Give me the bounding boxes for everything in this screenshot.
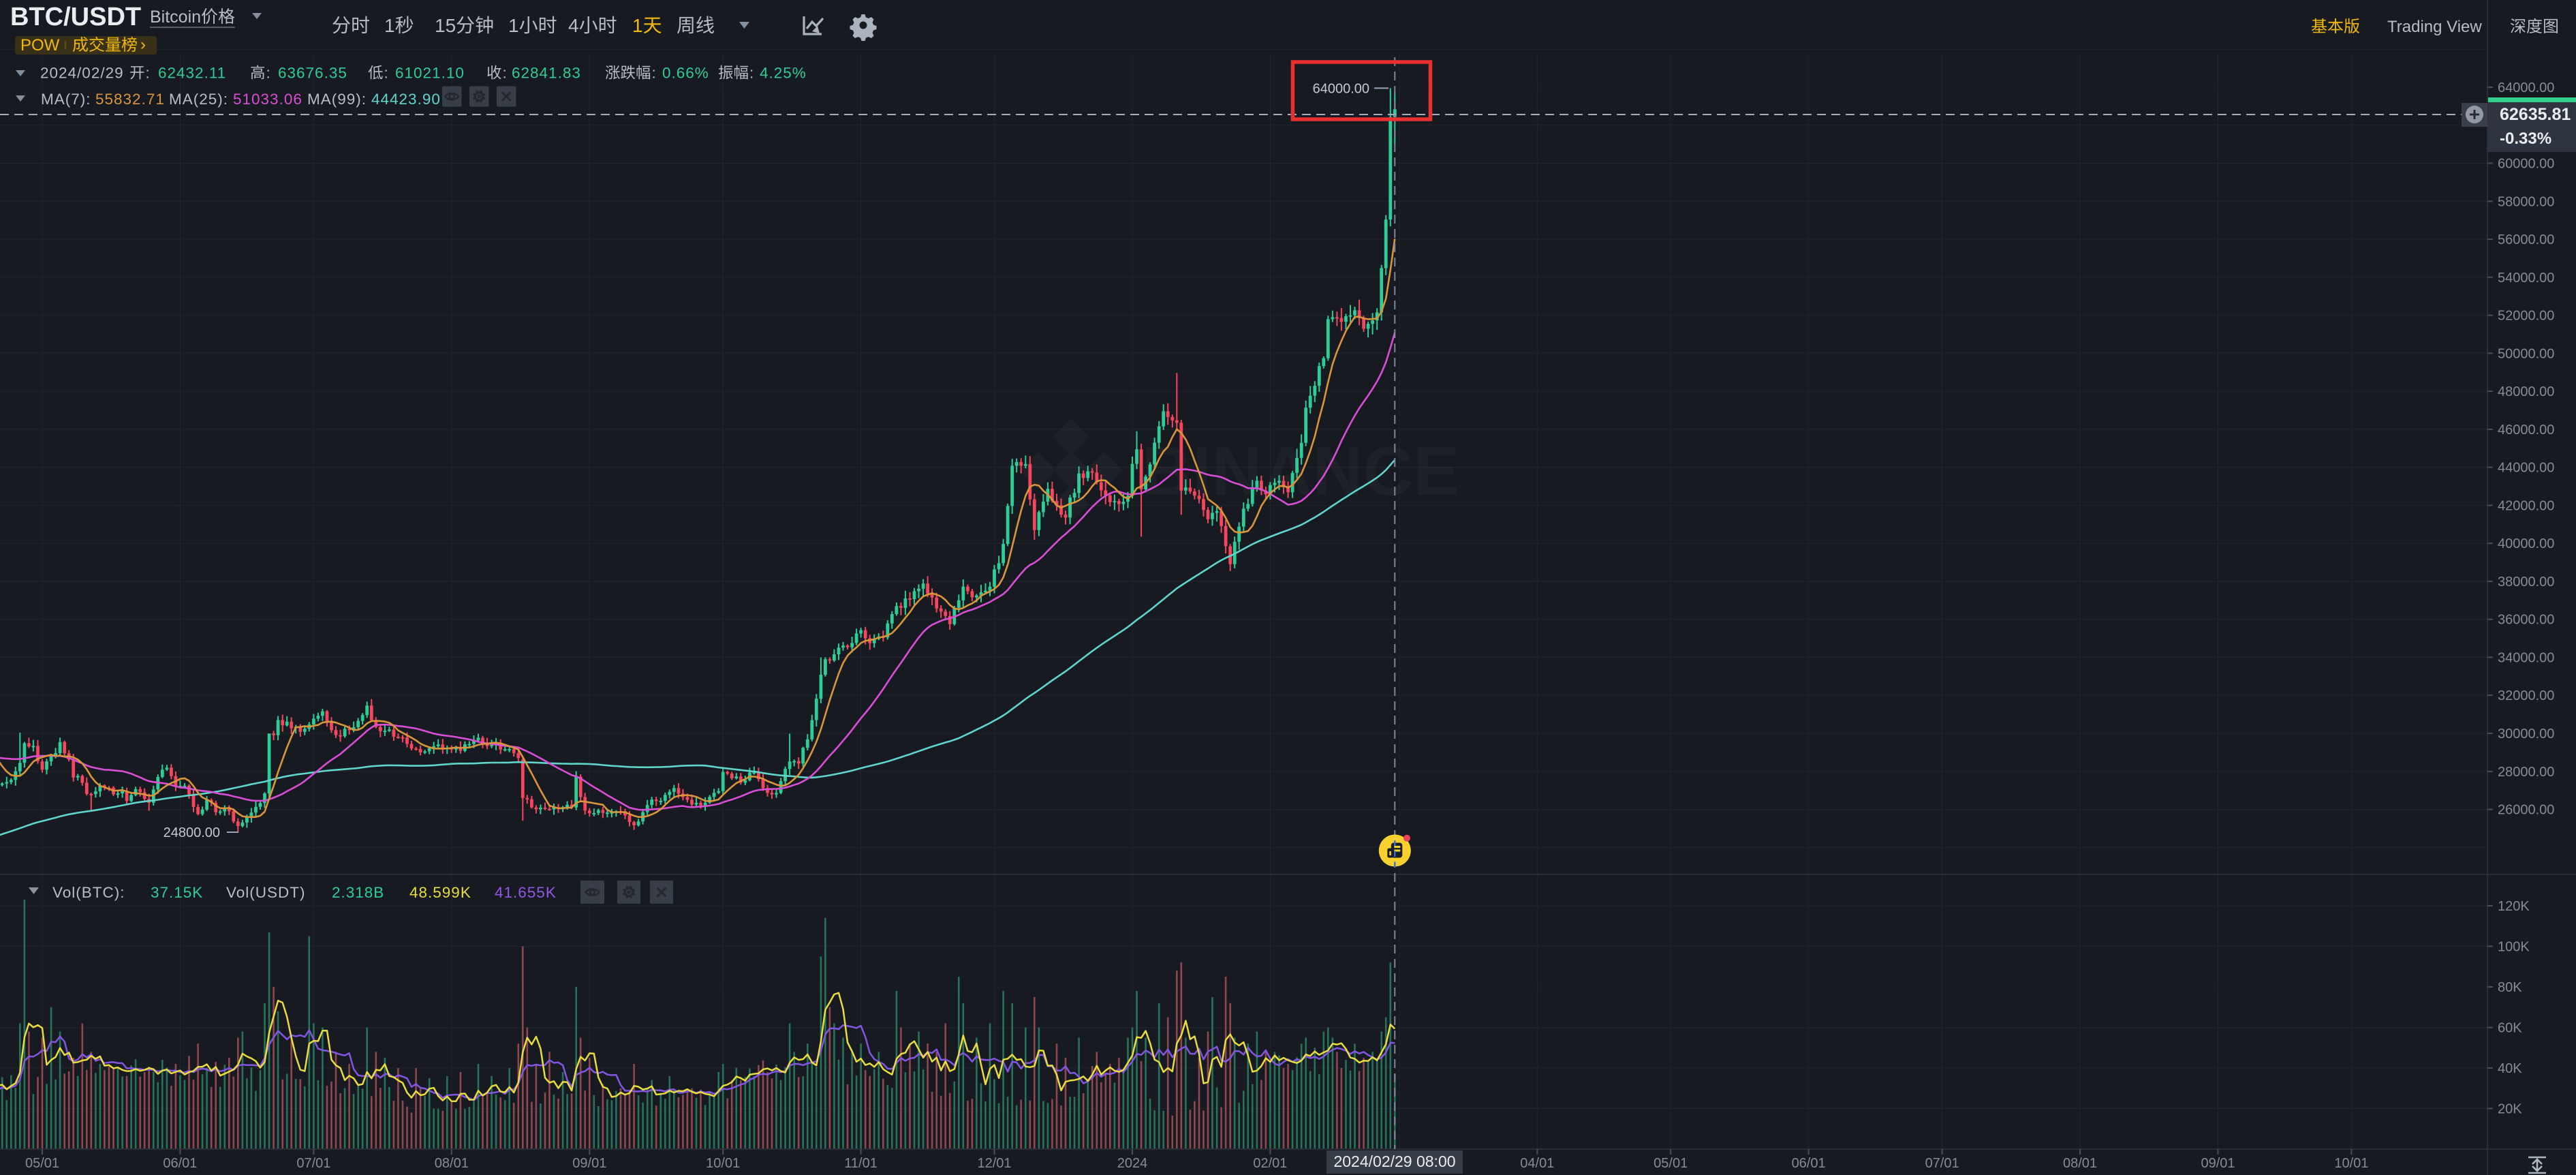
svg-text:26000.00: 26000.00 <box>2498 803 2554 818</box>
svg-text:38000.00: 38000.00 <box>2498 575 2554 590</box>
svg-text:4: 4 <box>568 15 579 36</box>
svg-text:1: 1 <box>632 15 643 36</box>
svg-text:10/01: 10/01 <box>706 1156 740 1171</box>
svg-text:09/01: 09/01 <box>2201 1156 2235 1171</box>
svg-text:08/01: 08/01 <box>2063 1156 2097 1171</box>
svg-text:11/01: 11/01 <box>844 1156 878 1171</box>
svg-text:24800.00: 24800.00 <box>164 825 220 840</box>
svg-text:60K: 60K <box>2498 1021 2522 1036</box>
svg-text:63676.35: 63676.35 <box>278 65 347 82</box>
svg-text:2024: 2024 <box>1117 1156 1148 1171</box>
svg-text:06/01: 06/01 <box>1792 1156 1826 1171</box>
svg-text::: : <box>503 65 508 82</box>
svg-text:15: 15 <box>435 15 456 36</box>
svg-text:07/01: 07/01 <box>296 1156 330 1171</box>
svg-text:Trading View: Trading View <box>2387 18 2482 36</box>
svg-text:51033.06: 51033.06 <box>233 91 302 108</box>
svg-text:50000.00: 50000.00 <box>2498 346 2554 361</box>
svg-text:46000.00: 46000.00 <box>2498 423 2554 438</box>
svg-text:64000.00: 64000.00 <box>2498 80 2554 95</box>
svg-text:48.599K: 48.599K <box>409 884 471 901</box>
svg-text:›: › <box>140 35 146 54</box>
svg-text:54000.00: 54000.00 <box>2498 271 2554 286</box>
svg-text:06/01: 06/01 <box>163 1156 197 1171</box>
svg-text:80K: 80K <box>2498 980 2522 995</box>
svg-text:05/01: 05/01 <box>1654 1156 1688 1171</box>
svg-text:09/01: 09/01 <box>572 1156 606 1171</box>
svg-text:MA(25):: MA(25): <box>169 91 228 108</box>
svg-text:56000.00: 56000.00 <box>2498 232 2554 247</box>
svg-text:64000.00: 64000.00 <box>1313 81 1369 96</box>
svg-text:07/01: 07/01 <box>1925 1156 1959 1171</box>
svg-text:100K: 100K <box>2498 940 2530 955</box>
svg-text:-0.33%: -0.33% <box>2500 129 2551 148</box>
svg-text:20K: 20K <box>2498 1102 2522 1117</box>
svg-text:MA(99):: MA(99): <box>307 91 367 108</box>
svg-text:2.318B: 2.318B <box>332 884 384 901</box>
svg-text::: : <box>266 65 271 82</box>
svg-text::: : <box>652 65 657 82</box>
svg-text:Bitcoin: Bitcoin <box>150 7 201 27</box>
svg-text:52000.00: 52000.00 <box>2498 309 2554 324</box>
svg-text:48000.00: 48000.00 <box>2498 384 2554 399</box>
svg-text:Vol(USDT): Vol(USDT) <box>226 884 306 901</box>
svg-text:61021.10: 61021.10 <box>395 65 465 82</box>
svg-text:60000.00: 60000.00 <box>2498 157 2554 172</box>
svg-text:1: 1 <box>384 15 395 36</box>
svg-text:POW: POW <box>20 36 60 55</box>
svg-text:2024/02/29 08:00: 2024/02/29 08:00 <box>1333 1153 1455 1170</box>
svg-text:05/01: 05/01 <box>25 1156 59 1171</box>
svg-text:04/01: 04/01 <box>1520 1156 1554 1171</box>
svg-text:55832.71: 55832.71 <box>95 91 165 108</box>
svg-text:08/01: 08/01 <box>435 1156 469 1171</box>
svg-text:42000.00: 42000.00 <box>2498 498 2554 513</box>
svg-text:37.15K: 37.15K <box>151 884 203 901</box>
svg-text:BTC/USDT: BTC/USDT <box>10 3 141 31</box>
svg-text:36000.00: 36000.00 <box>2498 613 2554 628</box>
svg-text:30000.00: 30000.00 <box>2498 727 2554 742</box>
svg-text:40000.00: 40000.00 <box>2498 536 2554 551</box>
svg-text:58000.00: 58000.00 <box>2498 194 2554 209</box>
svg-text:Vol(BTC):: Vol(BTC): <box>52 884 125 901</box>
svg-text:120K: 120K <box>2498 899 2530 914</box>
svg-text::: : <box>384 65 389 82</box>
svg-text:2024/02/29: 2024/02/29 <box>40 65 124 82</box>
svg-text:44423.90: 44423.90 <box>371 91 441 108</box>
svg-text:02/01: 02/01 <box>1253 1156 1287 1171</box>
svg-text:41.655K: 41.655K <box>495 884 557 901</box>
svg-text:MA(7):: MA(7): <box>41 91 91 108</box>
svg-text:28000.00: 28000.00 <box>2498 765 2554 780</box>
svg-text::: : <box>146 65 151 82</box>
svg-text:32000.00: 32000.00 <box>2498 688 2554 703</box>
svg-text:4.25%: 4.25% <box>760 65 807 82</box>
svg-text:62841.83: 62841.83 <box>512 65 581 82</box>
svg-text:62635.81: 62635.81 <box>2500 105 2571 124</box>
svg-text:34000.00: 34000.00 <box>2498 651 2554 666</box>
svg-text:44000.00: 44000.00 <box>2498 461 2554 476</box>
svg-text:0.66%: 0.66% <box>662 65 709 82</box>
svg-text:1: 1 <box>508 15 519 36</box>
svg-text:12/01: 12/01 <box>977 1156 1011 1171</box>
svg-text:10/01: 10/01 <box>2334 1156 2368 1171</box>
svg-text::: : <box>749 65 754 82</box>
svg-text:40K: 40K <box>2498 1061 2522 1076</box>
svg-text:62432.11: 62432.11 <box>158 65 226 82</box>
